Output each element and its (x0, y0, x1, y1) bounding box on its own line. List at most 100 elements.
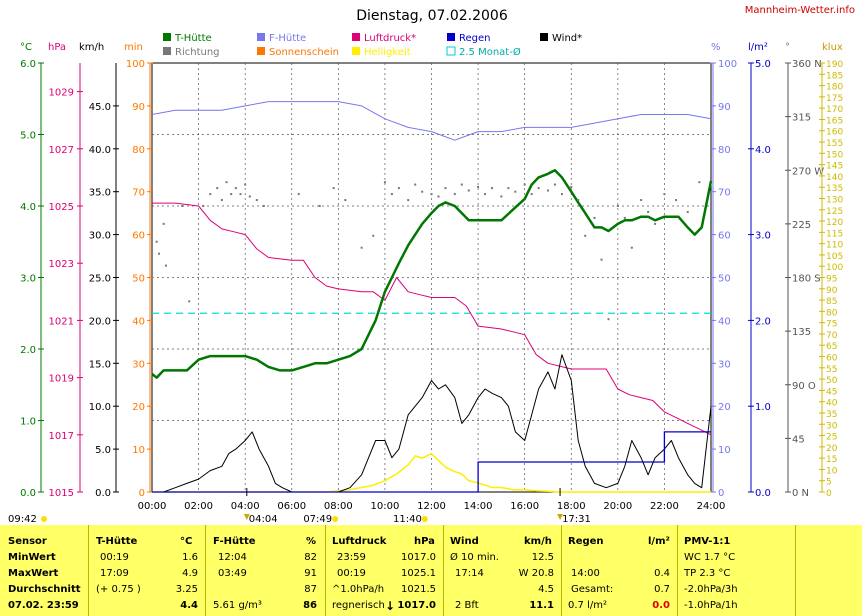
light-axis-tick-label: 75 (826, 320, 837, 330)
x-tick-label: 04:00 (231, 501, 260, 512)
x-tick-label: 02:00 (184, 501, 213, 512)
direction-point (537, 187, 540, 190)
sensor-head: Sensor (8, 536, 47, 547)
sun-axis-tick-label: 60 (132, 231, 145, 242)
light-axis-tick-label: 55 (826, 365, 837, 375)
direction-point (225, 181, 228, 184)
rain-total: 0.7 (654, 584, 670, 595)
rain-max: 0.4 (654, 568, 670, 579)
light-axis-tick-label: 170 (826, 105, 843, 115)
press-current: 1017.0 (397, 600, 436, 611)
direction-point (570, 185, 573, 188)
pmv-head: PMV-1:1 (684, 536, 731, 547)
unit-klux: klux (822, 42, 843, 53)
wind-axis-tick-label: 20.0 (89, 316, 111, 327)
humidity-axis-tick-label: 90 (718, 102, 731, 113)
legend-label-7: Helligkeit (364, 47, 411, 58)
press-min-time: 23:59 (337, 552, 366, 563)
direction-point (630, 246, 633, 249)
light-axis-tick-label: 20 (826, 444, 838, 454)
direction-axis-tick-label: 45 (792, 434, 805, 445)
humidity-axis-tick-label: 70 (718, 188, 731, 199)
pressure-axis-tick-label: 1017 (49, 431, 74, 442)
series-light (152, 452, 711, 493)
event-marker-icon (557, 514, 564, 520)
sun-axis-tick-label: 100 (126, 59, 145, 70)
light-axis-tick-label: 15 (826, 455, 837, 465)
sun-axis-tick-label: 20 (132, 402, 145, 413)
light-axis-tick-label: 115 (826, 229, 843, 239)
direction-point (616, 205, 619, 207)
wind-axis-tick-label: 30.0 (89, 231, 111, 242)
direction-point (430, 193, 433, 196)
rain-head: Regen (568, 536, 604, 547)
x-tick-label: 14:00 (464, 501, 493, 512)
direction-point (530, 193, 533, 196)
rain-max-time: 14:00 (571, 568, 600, 579)
direction-point (220, 199, 223, 202)
direction-point (155, 240, 158, 243)
direction-point (209, 193, 212, 196)
press-avg: 1021.5 (401, 584, 436, 595)
wind-axis-tick-label: 10.0 (89, 402, 111, 413)
x-tick-label: 16:00 (510, 501, 539, 512)
temp-current: 4.4 (180, 600, 198, 611)
direction-point (663, 193, 666, 196)
wind-avg10: 12.5 (531, 552, 554, 563)
direction-axis-tick-label: 0 N (792, 488, 809, 499)
pressure-axis-tick-label: 1029 (49, 88, 74, 99)
sun-axis-tick-label: 80 (132, 145, 145, 156)
light-axis-tick-label: 155 (826, 139, 843, 149)
site-link[interactable]: Mannheim-Wetter.info (745, 5, 855, 16)
humidity-axis-tick-label: 40 (718, 316, 731, 327)
direction-point (600, 258, 603, 261)
light-axis-tick-label: 125 (826, 207, 843, 217)
light-axis-tick-label: 100 (826, 263, 843, 273)
direction-point (523, 183, 526, 186)
series-humidity (151, 101, 712, 141)
humidity-axis-tick-label: 60 (718, 231, 731, 242)
humidity-axis-tick-label: 80 (718, 145, 731, 156)
wind-axis-tick-label: 25.0 (89, 274, 111, 285)
left-sun-icon (41, 516, 47, 522)
direction-point (188, 300, 191, 303)
press-head: Luftdruck (332, 536, 387, 547)
legend-label-2: Luftdruck* (364, 33, 416, 44)
temp-axis-tick-label: 5.0 (20, 131, 36, 142)
event-marker-icon (243, 514, 250, 520)
light-axis-tick-label: 5 (826, 478, 832, 488)
unit-kmh: km/h (79, 42, 104, 53)
direction-point (202, 205, 205, 207)
light-axis-tick-label: 45 (826, 387, 837, 397)
light-axis-tick-label: 70 (826, 331, 838, 341)
light-axis-tick-label: 185 (826, 71, 843, 81)
temp-axis-tick-label: 0.0 (20, 488, 36, 499)
temp-axis-tick-label: 1.0 (20, 417, 36, 428)
direction-point (360, 246, 363, 249)
axes: 00:00 02:00 04:00 06:00 08:00 10:00 12:00 14:00… (20, 59, 843, 512)
direction-point (491, 187, 494, 190)
direction-point (675, 199, 678, 202)
direction-point (164, 264, 167, 267)
pressure-axis-tick-label: 1021 (49, 316, 74, 327)
direction-point (460, 183, 463, 186)
x-tick-label: 12:00 (417, 501, 446, 512)
pmv-trend3h: -2.0hPa/3h (684, 584, 738, 595)
direction-point (584, 234, 587, 237)
direction-point (239, 193, 242, 196)
press-max: 1025.1 (401, 568, 436, 579)
direction-point (437, 195, 440, 198)
hum-absolute: 5.61 g/m³ (213, 600, 262, 611)
left-time-label: 09:42 (8, 514, 37, 525)
unit-lm2: l/m² (748, 42, 768, 53)
hum-max: 91 (304, 568, 317, 579)
light-axis-tick-label: 40 (826, 399, 838, 409)
direction-point (546, 189, 549, 192)
wind-axis-tick-label: 5.0 (95, 445, 111, 456)
direction-point (414, 183, 417, 186)
direction-axis-tick-label: 315 (792, 113, 811, 124)
light-axis-tick-label: 0 (826, 489, 832, 499)
pmv-trend1h: -1.0hPa/1h (684, 600, 738, 611)
wind-bft: 2 Bft (455, 600, 479, 611)
unit-min: min (124, 42, 143, 53)
